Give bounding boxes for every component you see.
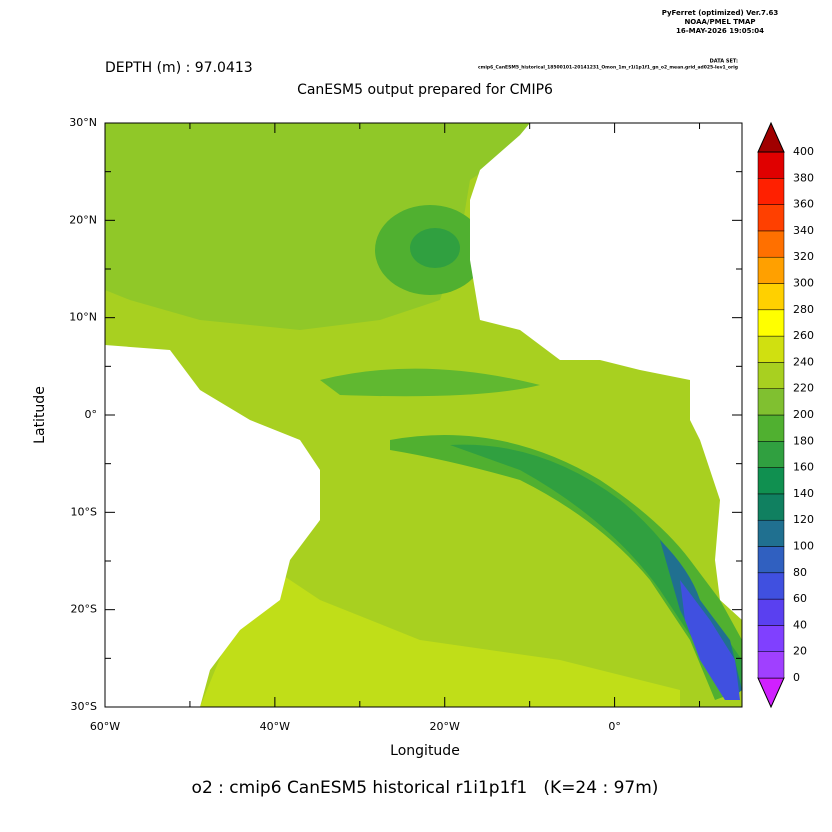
y-tick-label: 30°S [71,700,97,713]
colorbar-box [757,362,785,389]
x-tick-label: 20°W [430,720,460,733]
colorbar-box [757,493,785,521]
colorbar-label: 360 [793,198,814,211]
colorbar-label: 340 [793,224,814,237]
colorbar-box [757,572,785,600]
colorbar-label: 80 [793,566,807,579]
colorbar-box [757,204,785,232]
colorbar-label: 240 [793,355,814,368]
dataset-label: DATA SET: [710,59,738,65]
y-tick-label: 20°N [69,213,97,226]
colorbar-label: 0 [793,671,800,684]
colorbar-box [757,651,785,679]
colorbar-label: 320 [793,250,814,263]
colorbar-label: 300 [793,277,814,290]
colorbar-box [757,546,785,574]
colorbar-label: 60 [793,592,807,605]
colorbar-box [757,519,785,547]
ocean-band [410,228,460,268]
colorbar-label: 400 [793,145,814,158]
colorbar-over [757,121,785,153]
y-tick-label: 0° [85,408,98,421]
land [470,123,742,620]
colorbar-box [757,625,785,652]
header-line: PyFerret (optimized) Ver.7.63 [662,9,779,17]
colorbar-box [757,441,785,468]
chart-title: CanESM5 output prepared for CMIP6 [297,82,553,98]
colorbar-under [757,677,785,709]
colorbar-label: 380 [793,171,814,184]
colorbar-box [757,151,785,179]
colorbar-label: 180 [793,434,814,447]
colorbar-label: 220 [793,382,814,395]
colorbar-box [757,178,785,205]
x-tick-label: 60°W [90,720,120,733]
colorbar-box [757,309,785,337]
colorbar-box [757,335,785,363]
y-tick-label: 30°N [69,116,97,129]
x-tick-label: 0° [608,720,621,733]
colorbar-label: 280 [793,303,814,316]
x-tick-label: 40°W [260,720,290,733]
colorbar-box [757,467,785,495]
colorbar-box [757,230,785,258]
y-tick-label: 10°S [71,505,97,518]
land [105,345,320,707]
colorbar-label: 40 [793,618,807,631]
colorbar-label: 140 [793,487,814,500]
dataset: cmip6_CanESM5_historical_18500101-201412… [478,65,738,71]
colorbar-label: 100 [793,540,814,553]
caption: o2 : cmip6 CanESM5 historical r1i1p1f1 (… [192,778,659,798]
colorbar-label: 20 [793,645,807,658]
header-line: 16-MAY-2026 19:05:04 [676,27,764,35]
colorbar-box [757,283,785,311]
header-line: NOAA/PMEL TMAP [684,18,755,26]
colorbar-box [757,388,785,416]
field [104,122,743,708]
colorbar-box [757,414,785,442]
ocean-band [320,368,540,397]
y-axis-label: Latitude [32,386,48,444]
colorbar-box [757,598,785,626]
ocean-band [200,560,680,707]
x-axis-label: Longitude [390,743,460,759]
colorbar-label: 120 [793,513,814,526]
colorbar-label: 260 [793,329,814,342]
colorbar-box [757,256,785,284]
y-tick-label: 20°S [71,603,97,616]
colorbar-label: 160 [793,461,814,474]
depth-label: DEPTH (m) : 97.0413 [105,60,253,76]
colorbar-label: 200 [793,408,814,421]
ocean-band [680,580,740,700]
y-tick-label: 10°N [69,311,97,324]
